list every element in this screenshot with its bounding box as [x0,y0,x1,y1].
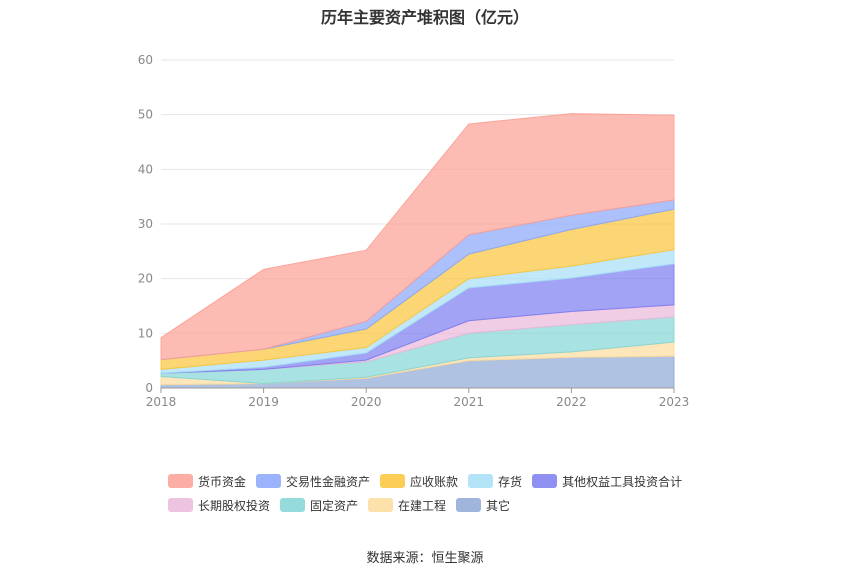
legend-label: 交易性金融资产 [286,474,371,489]
x-tick-label: 2018 [146,395,177,409]
axes: 0 10 20 30 40 50 60 2018 2019 2020 2021 2022 2023 [138,53,690,409]
legend-swatch [468,474,494,488]
legend-label: 在建工程 [398,498,447,513]
y-tick-label: 40 [138,162,153,176]
legend-label: 存货 [498,474,523,489]
y-tick-label: 30 [138,217,153,231]
legend-row: 长期股权投资 固定资产 在建工程 其它 [168,497,728,513]
y-tick-label: 0 [145,381,153,395]
legend: 货币资金 交易性金融资产 应收账款 存货 其他权益工具投资合计 长期股权投资 固定资产 在建… [168,473,728,521]
legend-label: 长期股权投资 [198,498,271,513]
legend-row: 货币资金 交易性金融资产 应收账款 存货 其他权益工具投资合计 [168,473,728,489]
legend-swatch [256,474,282,488]
legend-swatch [368,498,394,512]
x-tick-label: 2022 [556,395,587,409]
legend-label: 其他权益工具投资合计 [562,474,683,489]
x-tick-label: 2021 [454,395,485,409]
legend-swatch [168,474,193,488]
x-tick-label: 2020 [351,395,382,409]
x-tick-label: 2023 [659,395,690,409]
legend-item[interactable]: 交易性金融资产 [256,473,370,490]
legend-item[interactable]: 其他权益工具投资合计 [532,473,682,490]
legend-item[interactable]: 存货 [468,473,522,490]
y-tick-label: 10 [138,326,153,340]
legend-swatch [456,498,482,512]
legend-item[interactable]: 应收账款 [380,473,458,490]
legend-label: 应收账款 [410,474,459,489]
legend-swatch [280,498,306,512]
legend-swatch [168,498,193,512]
source-label: 数据来源：恒生聚源 [366,551,484,566]
legend-label: 其它 [486,498,511,513]
chart-title: 历年主要资产堆积图（亿元） [320,8,529,27]
y-tick-label: 60 [138,53,153,67]
legend-swatch [380,474,406,488]
area-series [160,113,675,389]
legend-item[interactable]: 其它 [456,497,510,514]
y-tick-label: 20 [138,272,153,286]
legend-item[interactable]: 货币资金 [168,473,246,490]
area-series-货币资金 [160,113,675,361]
x-tick-label: 2019 [248,395,279,409]
legend-label: 货币资金 [198,474,247,489]
legend-item[interactable]: 在建工程 [368,497,446,514]
legend-item[interactable]: 固定资产 [280,497,358,514]
legend-item[interactable]: 长期股权投资 [168,497,270,514]
y-tick-label: 50 [138,108,153,122]
legend-label: 固定资产 [310,498,359,513]
legend-swatch [532,474,558,488]
